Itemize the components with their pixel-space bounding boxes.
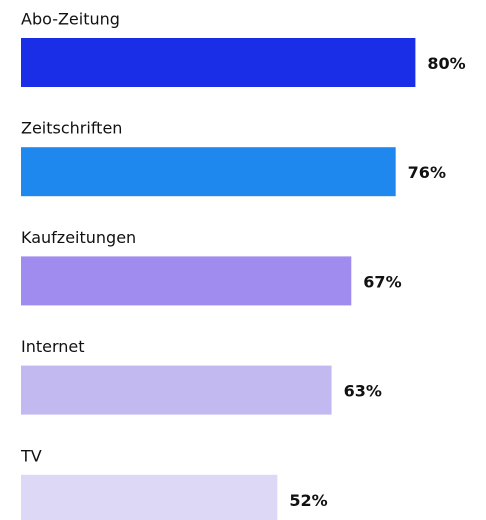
bar	[21, 474, 278, 520]
value-label: 52%	[289, 491, 327, 510]
category-label: TV	[20, 446, 42, 465]
bar	[21, 147, 396, 197]
bar	[21, 365, 332, 415]
bar	[21, 38, 416, 87]
category-label: Kaufzeitungen	[21, 228, 136, 247]
value-label: 76%	[408, 163, 446, 182]
value-label: 67%	[363, 272, 401, 291]
category-label: Internet	[21, 337, 85, 356]
category-label: Abo-Zeitung	[21, 10, 120, 29]
bar	[21, 256, 352, 306]
value-label: 63%	[344, 382, 382, 401]
value-label: 80%	[427, 54, 465, 73]
category-label: Zeitschriften	[21, 119, 122, 138]
